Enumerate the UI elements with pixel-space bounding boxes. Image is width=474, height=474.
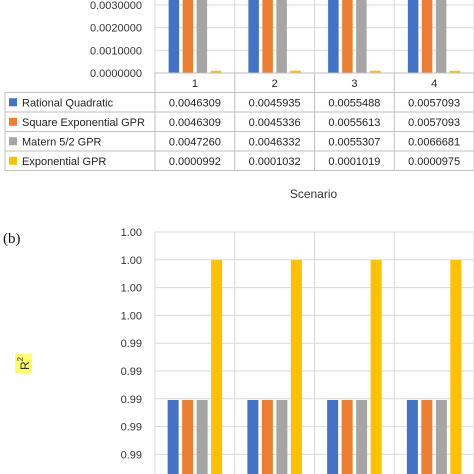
panel-b-y-tick-label: 0.99 [121,394,142,406]
panel-a-x-axis-title: Scenario [290,187,338,201]
panel-b-bar [356,400,368,474]
panel-b-y-tick-label: 1.00 [121,283,142,295]
panel-b-y-tick-label: 1.00 [121,310,142,322]
panel-b-bar [247,400,259,474]
panel-a-y-tick-label: 0.0030000 [90,0,142,12]
panel-a-legend-label: Exponential GPR [22,156,106,168]
panel-a-y-tick-label: 0.0020000 [90,23,142,35]
panel-a-table-value: 0.0066681 [408,136,460,148]
panel-a-legend-label: Rational Quadratic [22,97,114,109]
panel-b-y-axis-title-highlight [15,354,32,373]
panel-a-bar [196,0,208,73]
panel-a-table-value: 0.0045935 [249,97,301,109]
panel-b-y-tick-label: 0.99 [121,366,142,378]
panel-a-table-value: 0.0057093 [408,97,460,109]
panel-a-legend-swatch [9,98,17,107]
panel-a-table-value: 0.0057093 [408,117,460,129]
panel-a-bar [276,0,287,73]
panel-b-y-tick-label: 1.00 [121,255,142,267]
panel-a-bar [210,70,222,73]
panel-a-y-tick-label: 0.0000000 [90,68,142,80]
panel-a-legend-swatch [9,117,17,126]
panel-b-bar [370,260,382,474]
panel-b-bar [196,400,208,474]
panel-a-bar [290,70,301,73]
panel-a-table-value: 0.0045336 [249,117,301,129]
panel-a-table-value: 0.0046332 [249,136,301,148]
panel-b-bar [182,400,194,474]
panel-a-category-label: 4 [431,78,437,90]
panel-a-bar [248,0,259,73]
panel-a-table-value: 0.0055613 [328,117,380,129]
panel-a-legend-swatch [9,156,17,165]
panel-a-table-value: 0.0055488 [328,97,380,109]
panel-a-bar [370,70,381,73]
panel-b-bar [406,400,418,474]
panel-b-r2-chart: (b) R2 1.00 1.00 1.00 1.00 0.99 0.99 0.99 0.99 0.9… [3,227,474,474]
panel-a-table-value: 0.0000992 [169,156,221,168]
panel-b-bar [276,400,288,474]
panel-b-y-tick-label: 0.99 [121,449,142,461]
panel-b-bar [167,400,179,474]
panel-b-bar [290,260,302,474]
panel-a-bar [182,0,194,73]
panel-a-table-value: 0.0001019 [328,156,380,168]
panel-a-table-value: 0.0046309 [169,97,221,109]
panel-b-bar [421,400,433,474]
panel-a-bar [407,0,419,73]
panel-a-legend-label: Matern 5/2 GPR [22,136,102,148]
panel-b-y-tick-label: 1.00 [121,227,142,239]
panel-b-label: (b) [3,231,21,247]
panel-a-table-value: 0.0046309 [169,117,221,129]
panel-a-bar [328,0,339,73]
panel-a-bar [421,0,433,73]
panel-b-y-axis-title-superscript: 2 [16,356,25,361]
panel-b-bar [435,400,447,474]
panel-b-bar [450,260,462,474]
panel-b-bar [327,400,339,474]
panel-a-bar [262,0,273,73]
panel-b-bar [341,400,353,474]
panel-b-bar [211,260,223,474]
panel-a-category-label: 3 [351,78,357,90]
panel-a-y-tick-label: 0.0010000 [90,45,142,57]
panel-a-table-value: 0.0047260 [169,136,221,148]
panel-a-bar [435,0,447,73]
panel-a-bar [168,0,180,73]
panel-a-category-label: 1 [192,78,198,90]
panel-a-table-value: 0.0000975 [408,156,460,168]
panel-a-bar [449,70,461,73]
panel-a-table-value: 0.0001032 [249,156,301,168]
panel-b-bar [261,400,273,474]
panel-b-y-tick-label: 0.99 [121,422,142,434]
panel-b-y-tick-label: 0.99 [121,338,142,350]
panel-a-bar [356,0,367,73]
panel-b-y-axis-title-group: R2 [15,354,32,373]
panel-a-category-label: 2 [272,78,278,90]
panel-a-table-value: 0.0055307 [328,136,380,148]
panel-a-error-chart: 0.0030000 0.0020000 0.0010000 0.0000000 1 2 3 4… [4,0,474,201]
panel-a-legend-swatch [9,137,17,146]
panel-a-bar [342,0,353,73]
panel-a-legend-label: Square Exponential GPR [22,117,145,129]
